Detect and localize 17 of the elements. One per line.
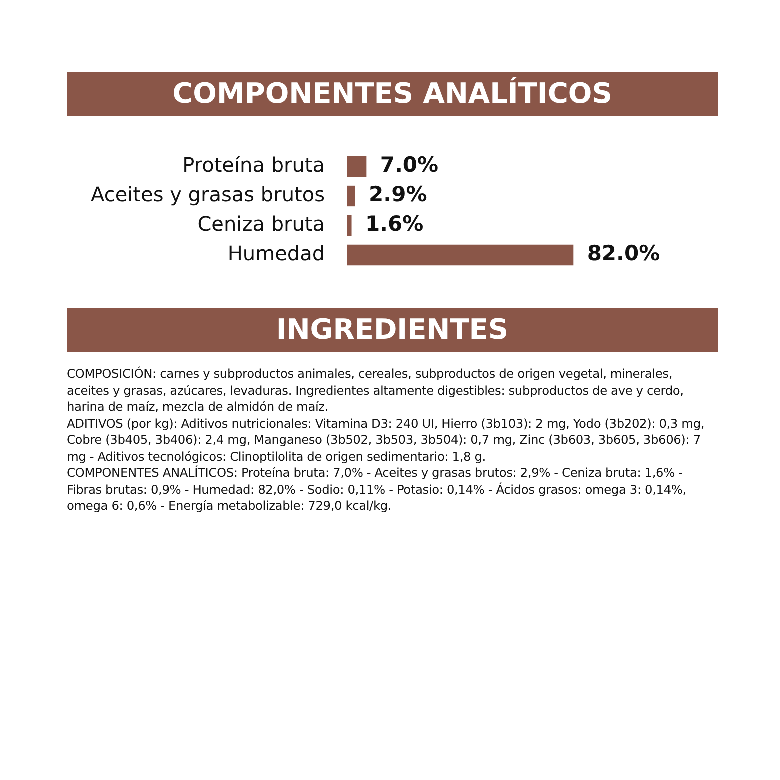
- data-label: 1.6%: [365, 212, 424, 236]
- y-tick-label: Humedad: [228, 241, 326, 266]
- chart-title: COMPONENTES ANALÍTICOS: [67, 72, 718, 116]
- y-tick-label: Ceniza bruta: [198, 212, 326, 236]
- data-label: 2.9%: [369, 182, 428, 207]
- text: COMPOSICIÓN: carnes y subproductos animales, cereales, subproductos de origen vegetal, minerales, aceites y grasas, azúcares, levaduras. Ingredientes altamente digestibles: subproductos de ave y cerdo, harina de maíz, mezcla de almidón de maíz.: [67, 366, 685, 416]
- bar: [347, 244, 574, 266]
- bar: [347, 186, 356, 207]
- data-label: 7.0%: [380, 153, 439, 178]
- text: COMPONENTES ANALÍTICOS: Proteína bruta: 7,0% - Aceites y grasas brutos: 2,9% - Ceniza bruta: 1,6% - Fibras brutas: 0,9% - Humedad: 82,0% - Sodio: 0,11% - Potasio: 0,14% - Ácidos grasos: omega 3: 0,14%, omega 6: 0,6% - Energía metabolizable: 729,0 kcal/kg.: [67, 465, 688, 514]
- y-tick-label: Aceites y grasas brutos: [90, 182, 326, 206]
- y-tick-label: Proteína bruta: [182, 152, 326, 177]
- bar: [347, 156, 367, 178]
- bar: [347, 215, 352, 236]
- text: INGREDIENTES: [67, 308, 718, 352]
- data-label: 82.0%: [587, 242, 660, 266]
- text: ADITIVOS (por kg): Aditivos nutricionales: Vitamina D3: 240 UI, Hierro (3b103): 2 mg, Yodo (3b202): 0,3 mg, Cobre (3b405, 3b406): 2,4 mg, Manganeso (3b502, 3b503, 3b504): 0,7 mg, Zinc (3b603, 3b605, 3b606): 7 mg - Aditivos tecnológicos: Clinoptilolita de origen sedimentario: 1,8 g.: [67, 416, 706, 465]
